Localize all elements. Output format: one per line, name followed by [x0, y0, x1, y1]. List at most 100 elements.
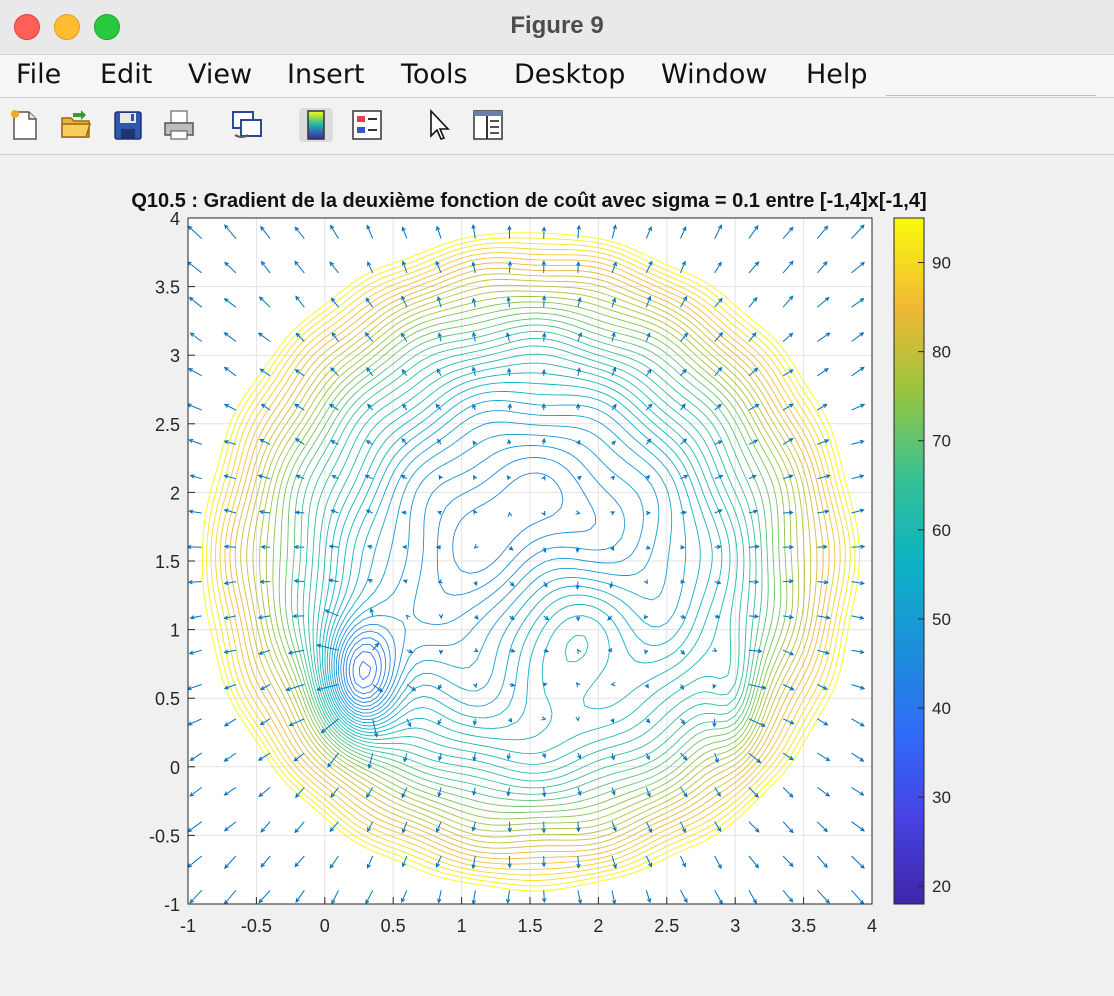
gradient-arrow — [783, 544, 795, 550]
gradient-arrow — [189, 474, 202, 480]
gradient-arrow — [329, 224, 339, 239]
gradient-arrow — [577, 331, 582, 342]
gradient-arrow — [610, 718, 615, 724]
gradient-arrow — [645, 821, 652, 834]
gradient-arrow — [295, 332, 305, 342]
gradient-arrow — [816, 296, 830, 308]
menu-window[interactable]: Window — [661, 59, 768, 90]
contour-line — [252, 284, 806, 838]
minimize-window-button[interactable] — [54, 14, 80, 40]
gradient-arrow — [473, 581, 478, 587]
gradient-arrow — [851, 855, 865, 869]
menu-insert[interactable]: Insert — [287, 59, 365, 90]
gradient-arrow — [851, 580, 865, 586]
contour-line — [234, 267, 824, 854]
new-figure-icon[interactable] — [8, 108, 42, 142]
gradient-arrow — [680, 718, 686, 725]
contour-line — [345, 637, 387, 700]
gradient-arrow — [471, 261, 476, 274]
colorbar-tick-label: 80 — [932, 343, 951, 362]
gradient-arrow — [294, 369, 305, 377]
gradient-arrow — [643, 579, 648, 585]
print-icon[interactable] — [162, 108, 196, 142]
x-tick-label: 3 — [730, 916, 740, 936]
gradient-arrow — [577, 890, 583, 904]
gradient-arrow — [293, 578, 305, 584]
colorbar-tick-label: 50 — [932, 610, 951, 629]
menu-file[interactable]: File — [16, 59, 62, 90]
close-window-button[interactable] — [14, 14, 40, 40]
menu-edit[interactable]: Edit — [100, 59, 153, 90]
gradient-arrow — [437, 296, 442, 308]
gradient-arrow — [783, 614, 794, 620]
gradient-arrow — [541, 403, 546, 411]
gradient-arrow — [328, 578, 339, 583]
gradient-arrow — [607, 615, 613, 621]
gradient-arrow — [611, 297, 616, 308]
gradient-arrow — [223, 718, 237, 727]
gradient-arrow — [259, 684, 271, 690]
pointer-icon[interactable] — [421, 108, 455, 142]
menu-help[interactable]: Help — [806, 59, 868, 90]
maximize-window-button[interactable] — [94, 14, 120, 40]
gradient-arrow — [188, 261, 203, 274]
gradient-arrow — [748, 579, 760, 585]
gradient-arrow — [679, 684, 685, 690]
colorbar-icon[interactable] — [299, 108, 333, 142]
gradient-arrow — [712, 718, 717, 728]
gradient-arrow — [680, 403, 686, 411]
plot-title: Q10.5 : Gradient de la deuxième fonction… — [131, 190, 927, 212]
gradient-arrow — [817, 332, 831, 342]
legend-icon[interactable] — [350, 108, 384, 142]
gradient-arrow — [365, 440, 373, 445]
gradient-arrow — [782, 437, 794, 445]
gradient-arrow — [401, 855, 408, 868]
gradient-arrow — [783, 510, 794, 515]
gradient-arrow — [783, 579, 795, 584]
gradient-arrow — [435, 403, 442, 411]
gradient-arrow — [258, 889, 271, 904]
gradient-arrow — [435, 855, 442, 868]
gradient-arrow — [507, 821, 512, 833]
gradient-arrow — [405, 614, 411, 620]
gradient-arrow — [714, 509, 723, 514]
gradient-arrow — [712, 647, 718, 652]
gradient-arrow — [224, 855, 237, 869]
gradient-arrow — [367, 579, 373, 584]
menu-view[interactable]: View — [188, 59, 253, 90]
open-file-icon[interactable] — [59, 108, 93, 142]
menu-desktop[interactable]: Desktop — [514, 59, 626, 90]
gradient-arrow — [189, 889, 203, 904]
gradient-arrow — [748, 332, 757, 342]
gradient-arrow — [295, 295, 305, 308]
colorbar-tick-label: 20 — [932, 877, 951, 896]
gradient-arrow — [575, 681, 581, 687]
save-icon[interactable] — [111, 108, 145, 142]
gradient-arrow — [320, 718, 339, 734]
gradient-arrow — [611, 440, 616, 446]
gradient-arrow — [611, 403, 617, 411]
y-tick-label: 0.5 — [155, 689, 180, 709]
gradient-arrow — [680, 787, 688, 798]
gradient-arrow — [507, 403, 512, 411]
y-tick-label: -1 — [164, 895, 180, 915]
gradient-arrow — [435, 260, 442, 274]
gradient-arrow — [645, 368, 652, 377]
gradient-arrow — [372, 718, 379, 738]
gradient-arrow — [438, 614, 444, 620]
gradient-arrow — [507, 717, 513, 723]
gradient-arrow — [401, 437, 408, 445]
gradient-arrow — [817, 474, 831, 480]
gradient-arrow — [372, 642, 380, 651]
contour-line — [338, 445, 626, 711]
contour-line — [329, 400, 687, 724]
property-inspector-icon[interactable] — [471, 108, 505, 142]
gradient-arrow — [782, 889, 794, 903]
gradient-arrow — [541, 295, 547, 308]
gradient-arrow — [294, 438, 305, 445]
contour-line — [296, 324, 763, 795]
gradient-arrow — [287, 649, 305, 655]
menu-tools[interactable]: Tools — [401, 59, 468, 90]
link-plot-icon[interactable] — [230, 108, 264, 142]
gradient-arrow — [714, 331, 724, 342]
